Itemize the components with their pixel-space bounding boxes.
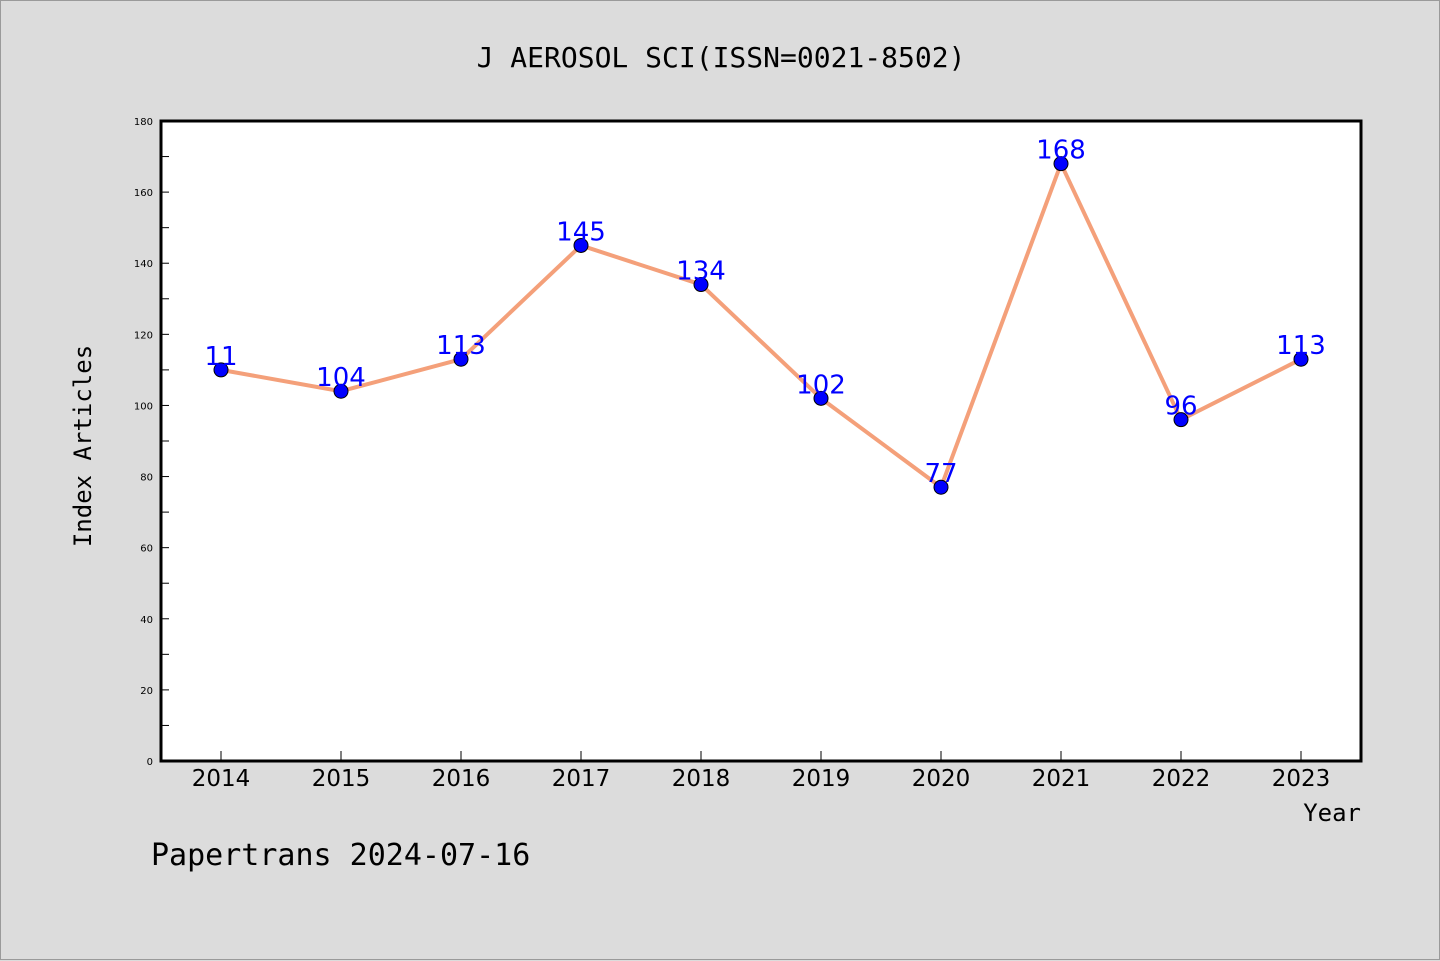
data-label: 145 [556, 217, 606, 247]
data-point [693, 277, 709, 293]
data-point [1053, 156, 1069, 172]
plot-area [161, 121, 1361, 761]
x-axis-ticks: 2014 2015 2016 2017 2018 2019 2020 2021 2022 2023 [192, 751, 1331, 792]
data-point [453, 351, 469, 367]
data-point [573, 237, 589, 253]
x-tick-label: 2017 [552, 766, 611, 792]
data-label: 168 [1036, 136, 1086, 166]
data-point [333, 383, 349, 399]
data-point [1293, 351, 1309, 367]
y-axis-label: Index Articles [69, 345, 97, 547]
data-points [213, 156, 1309, 495]
y-tick-label: 0 [147, 757, 153, 768]
data-point [213, 362, 229, 378]
data-label: 113 [436, 331, 486, 361]
y-tick-label: 180 [134, 117, 153, 128]
footer-text: Papertrans 2024-07-16 [151, 838, 530, 873]
data-label: 11 [204, 342, 237, 372]
x-axis-label: Year [1303, 799, 1361, 827]
x-tick-label: 2020 [912, 766, 971, 792]
y-tick-label: 40 [140, 615, 153, 626]
x-tick-label: 2014 [192, 766, 251, 792]
data-label: 104 [316, 363, 366, 393]
x-tick-label: 2023 [1272, 766, 1331, 792]
data-label: 77 [924, 459, 957, 489]
data-label: 102 [796, 370, 846, 400]
data-point [813, 390, 829, 406]
plot-border [159, 119, 1363, 763]
y-tick-label: 20 [140, 686, 153, 697]
data-labels: 11 104 113 145 134 102 77 168 96 113 [204, 136, 1325, 490]
data-label: 96 [1164, 392, 1197, 422]
x-tick-label: 2015 [312, 766, 371, 792]
x-tick-label: 2016 [432, 766, 491, 792]
x-tick-label: 2022 [1152, 766, 1211, 792]
y-tick-label: 60 [140, 544, 153, 555]
x-tick-label: 2019 [792, 766, 851, 792]
y-tick-label: 120 [134, 330, 153, 341]
data-point [933, 479, 949, 495]
x-tick-label: 2021 [1032, 766, 1091, 792]
data-label: 134 [676, 257, 726, 287]
y-tick-label: 80 [140, 473, 153, 484]
y-tick-label: 140 [134, 259, 153, 270]
data-label: 113 [1276, 331, 1326, 361]
chart-title: J AEROSOL SCI(ISSN=0021-8502) [477, 41, 966, 74]
y-tick-label: 100 [134, 401, 153, 412]
x-tick-label: 2018 [672, 766, 731, 792]
data-point [1173, 412, 1189, 428]
series-line [220, 161, 1302, 490]
y-tick-label: 160 [134, 188, 153, 199]
